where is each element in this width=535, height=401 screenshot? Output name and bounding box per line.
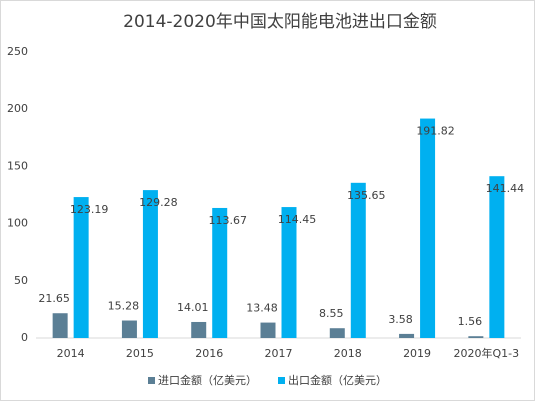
data-label: 141.44 xyxy=(486,182,525,195)
bar xyxy=(399,333,415,338)
bar xyxy=(121,320,137,338)
data-label: 1.56 xyxy=(458,315,483,328)
x-tick-label: 2015 xyxy=(126,347,154,360)
bar xyxy=(73,197,89,338)
data-label: 114.45 xyxy=(278,213,317,226)
bar xyxy=(468,336,484,338)
data-label: 15.28 xyxy=(108,300,140,313)
data-label: 113.67 xyxy=(208,214,247,227)
bar xyxy=(212,207,228,338)
data-label: 123.19 xyxy=(70,203,109,216)
chart-title: 2014-2020年中国太阳能电池进出口金额 xyxy=(123,12,437,32)
legend-swatch xyxy=(278,377,285,384)
x-tick-label: 2014 xyxy=(57,347,85,360)
bar xyxy=(350,182,366,338)
x-tick-label: 2019 xyxy=(403,347,431,360)
data-label: 191.82 xyxy=(416,125,455,138)
x-tick-label: 2017 xyxy=(265,347,293,360)
data-label: 129.28 xyxy=(139,196,178,209)
y-tick-label: 50 xyxy=(14,274,28,287)
y-tick-label: 150 xyxy=(7,159,28,172)
bar xyxy=(420,118,436,338)
bar xyxy=(260,322,276,338)
data-label: 8.55 xyxy=(319,307,344,320)
bar xyxy=(191,321,207,338)
y-tick-label: 200 xyxy=(7,102,28,115)
data-label: 3.58 xyxy=(388,313,413,326)
bar xyxy=(281,207,297,338)
x-tick-label: 2018 xyxy=(334,347,362,360)
legend-label: 出口金额（亿美元） xyxy=(288,373,387,387)
bar xyxy=(52,313,68,338)
x-tick-label: 2020年Q1-3 xyxy=(454,346,520,360)
y-tick-label: 0 xyxy=(21,331,28,344)
y-tick-label: 250 xyxy=(7,45,28,58)
legend-swatch xyxy=(148,377,155,384)
legend-label: 进口金额（亿美元） xyxy=(158,373,257,387)
y-tick-label: 100 xyxy=(7,217,28,230)
bar xyxy=(489,176,505,338)
bar xyxy=(329,328,345,338)
data-label: 21.65 xyxy=(38,292,70,305)
bar xyxy=(142,190,158,338)
data-label: 14.01 xyxy=(177,301,209,314)
data-label: 13.48 xyxy=(246,302,278,315)
data-label: 135.65 xyxy=(347,189,386,202)
x-tick-label: 2016 xyxy=(195,347,223,360)
